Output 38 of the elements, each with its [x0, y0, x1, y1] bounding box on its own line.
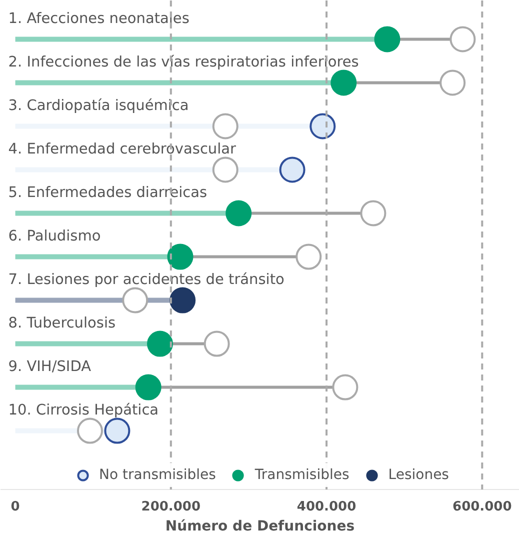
point	[330, 70, 357, 96]
point	[147, 330, 174, 357]
point	[296, 244, 322, 270]
point	[76, 418, 103, 444]
x-tick-label: 200.000	[141, 500, 201, 514]
point	[122, 287, 148, 314]
y-tick-label: 1. Afecciones neonatales	[8, 10, 190, 27]
x-tick-label: 400.000	[296, 500, 356, 514]
point	[374, 26, 400, 52]
y-tick-label: 7. Lesiones por accidentes de tránsito	[8, 272, 285, 288]
x-axis-title: Número de Defunciones	[165, 518, 355, 534]
point	[310, 113, 336, 140]
point	[104, 418, 130, 444]
y-tick-label: 10. Cirrosis Hepática	[8, 402, 159, 418]
y-tick-label: 6. Paludismo	[8, 228, 101, 244]
point	[226, 200, 252, 226]
x-tick-label: 600.000	[452, 500, 512, 514]
point	[360, 200, 386, 226]
y-tick-label: 2. Infecciones de las vías respiratorias inferiores	[8, 54, 359, 70]
point	[279, 156, 306, 183]
point	[167, 244, 194, 270]
point	[212, 113, 238, 140]
y-tick-label: 8. Tuberculosis	[8, 315, 116, 332]
point	[212, 156, 238, 183]
y-tick-label: 5. Enfermedades diarreicas	[8, 184, 208, 201]
y-tick-label: 9. VIH/SIDA	[8, 358, 92, 375]
legend-label: Transmisibles	[254, 467, 350, 483]
legend-label: Lesiones	[388, 467, 449, 483]
legend-label: No transmisibles	[99, 467, 216, 483]
y-tick-label: 4. Enfermedad cerebrovascular	[8, 141, 236, 158]
y-tick-label: 3. Cardiopatía isquémica	[8, 98, 189, 114]
point	[170, 287, 196, 314]
point	[204, 330, 230, 357]
point	[135, 374, 162, 400]
x-tick-label: 0	[10, 500, 20, 514]
point	[440, 70, 466, 96]
point	[450, 26, 476, 52]
point	[332, 374, 358, 400]
